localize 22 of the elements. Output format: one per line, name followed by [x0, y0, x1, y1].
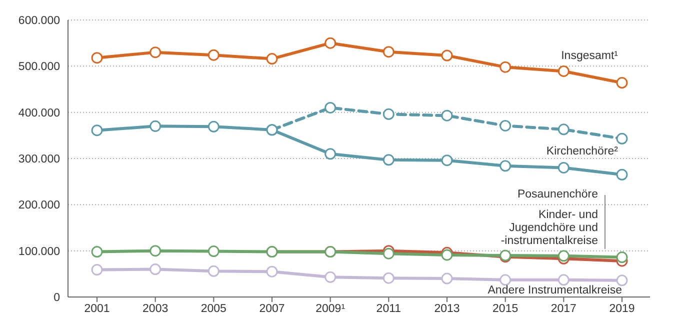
y-tick-label: 600.000 [18, 15, 60, 28]
x-tick-label: 2005 [200, 303, 226, 316]
x-tick-label: 2001 [84, 303, 110, 316]
x-tick-label: 2007 [259, 303, 285, 316]
y-tick-label: 200.000 [18, 200, 60, 212]
y-tick-label: 500.000 [18, 61, 60, 74]
y-tick-label: 300.000 [18, 154, 60, 166]
x-tick-label: 2011 [376, 303, 402, 316]
x-tick-label: 2009¹ [316, 303, 346, 316]
series-label: Kirchenchöre² [546, 146, 618, 158]
series-label: Andere Instrumentalkreise [488, 284, 622, 296]
x-tick-label: 2015 [492, 303, 518, 316]
x-tick-label: 2003 [142, 303, 168, 316]
y-tick-label: 400.000 [18, 107, 60, 120]
y-tick-label: 100.000 [18, 246, 60, 258]
x-tick-label: 2017 [550, 303, 576, 316]
series-label: Kinder- und Jugendchöre und -instrumentalkreise [500, 208, 598, 247]
y-tick-label: 0 [54, 292, 60, 304]
x-tick-label: 2019 [609, 303, 635, 316]
x-tick-label: 2013 [434, 303, 460, 316]
text: Posaunenchöre [517, 188, 598, 200]
series-label: Insgesamt¹ [561, 50, 618, 62]
